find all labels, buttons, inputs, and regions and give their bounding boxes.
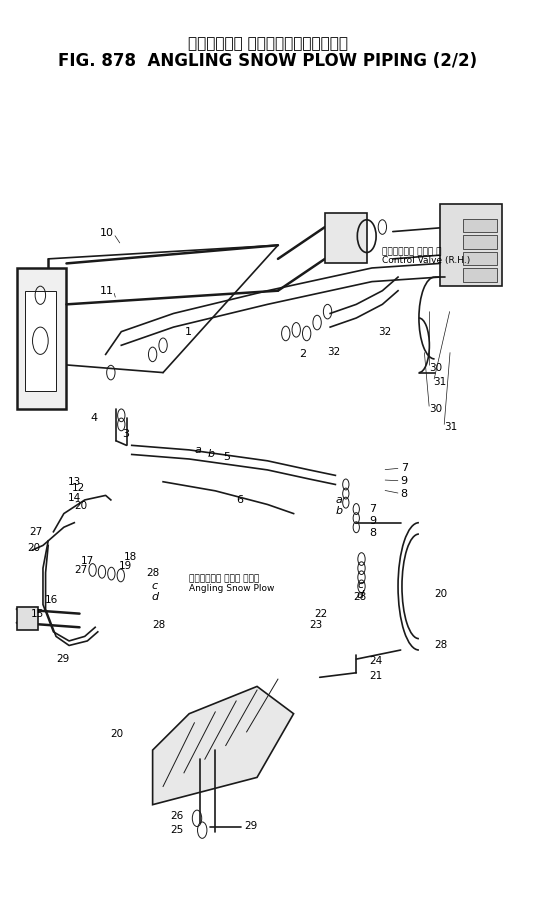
Text: d: d <box>357 590 364 600</box>
Text: コントロール バルブ 右: コントロール バルブ 右 <box>383 247 442 256</box>
Text: 32: 32 <box>327 347 341 357</box>
Text: アングリング スノープラウパイピング: アングリング スノープラウパイピング <box>187 36 348 51</box>
Text: 10: 10 <box>100 229 113 239</box>
Bar <box>463 252 497 265</box>
Text: 30: 30 <box>430 363 442 373</box>
Text: 25: 25 <box>171 825 184 835</box>
Bar <box>17 268 66 409</box>
Text: 21: 21 <box>369 670 383 680</box>
Bar <box>325 213 366 263</box>
Text: 2: 2 <box>299 350 306 359</box>
Text: 27: 27 <box>74 565 87 575</box>
Text: 3: 3 <box>122 430 129 440</box>
Text: b: b <box>335 506 342 516</box>
Bar <box>463 235 497 249</box>
Text: 32: 32 <box>378 327 392 337</box>
Text: 9: 9 <box>369 516 377 526</box>
Text: 8: 8 <box>369 528 377 538</box>
Bar <box>25 291 56 391</box>
Text: 29: 29 <box>244 821 257 831</box>
Text: 28: 28 <box>152 620 166 630</box>
Text: 11: 11 <box>100 285 113 296</box>
Text: 4: 4 <box>90 413 98 423</box>
Text: 22: 22 <box>314 609 327 619</box>
Bar <box>463 268 497 282</box>
Text: 15: 15 <box>31 609 44 619</box>
Text: 28: 28 <box>434 641 448 651</box>
Text: 17: 17 <box>81 556 94 565</box>
Text: 13: 13 <box>68 476 81 487</box>
Text: 31: 31 <box>444 422 457 432</box>
Text: 20: 20 <box>27 543 40 554</box>
Text: 1: 1 <box>185 327 192 337</box>
Bar <box>440 205 502 286</box>
Polygon shape <box>152 687 294 805</box>
Text: アングリング スノー プラウ: アングリング スノー プラウ <box>189 575 259 584</box>
Text: 30: 30 <box>430 404 442 414</box>
Text: Control Valve (R.H.): Control Valve (R.H.) <box>383 256 471 265</box>
Text: 28: 28 <box>147 567 159 577</box>
Text: b: b <box>208 450 215 459</box>
Text: 6: 6 <box>236 495 243 505</box>
Text: 14: 14 <box>68 493 81 503</box>
Text: a: a <box>335 495 342 505</box>
Text: 24: 24 <box>369 656 383 666</box>
Text: 29: 29 <box>56 655 69 664</box>
Text: 7: 7 <box>369 504 377 514</box>
Text: 28: 28 <box>354 592 366 602</box>
Text: 16: 16 <box>44 595 58 605</box>
Text: 23: 23 <box>309 620 322 630</box>
Text: 18: 18 <box>124 553 137 562</box>
Text: 27: 27 <box>30 527 43 537</box>
Text: 20: 20 <box>434 588 448 599</box>
Text: 19: 19 <box>119 561 132 571</box>
Text: 8: 8 <box>401 488 408 498</box>
Text: 7: 7 <box>401 463 408 473</box>
Text: 5: 5 <box>223 453 230 462</box>
Text: Angling Snow Plow: Angling Snow Plow <box>189 584 274 593</box>
Bar <box>463 218 497 232</box>
Text: a: a <box>194 445 201 455</box>
Bar <box>17 608 38 630</box>
Text: c: c <box>358 579 364 589</box>
Text: FIG. 878  ANGLING SNOW PLOW PIPING (2/2): FIG. 878 ANGLING SNOW PLOW PIPING (2/2) <box>58 52 477 71</box>
Text: 9: 9 <box>401 476 408 486</box>
Text: 12: 12 <box>72 483 85 493</box>
Text: 20: 20 <box>110 729 123 739</box>
Text: 26: 26 <box>171 812 184 822</box>
Text: c: c <box>151 581 158 591</box>
Text: 20: 20 <box>74 501 87 511</box>
Text: 31: 31 <box>433 376 447 386</box>
Text: d: d <box>151 592 159 602</box>
